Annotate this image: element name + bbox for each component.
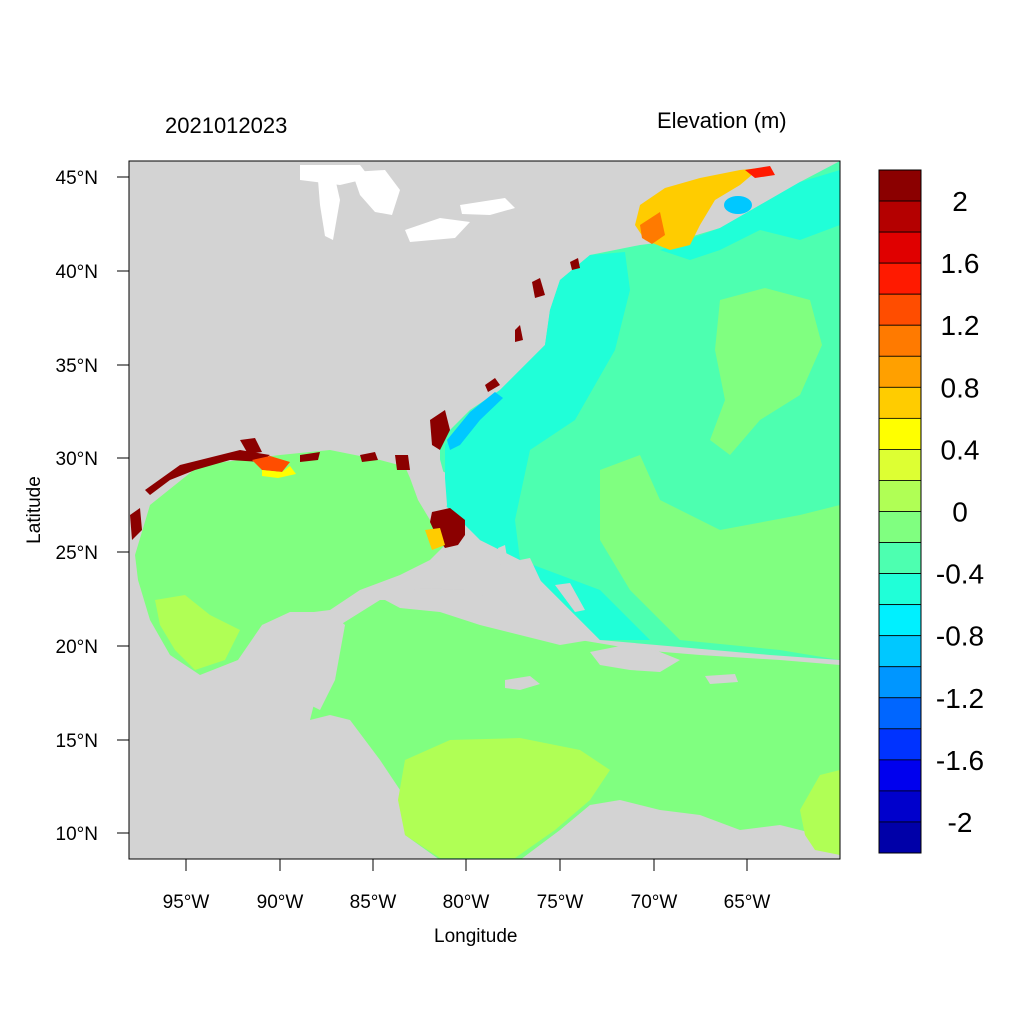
bahamas-b bbox=[520, 558, 545, 593]
gulf-patch-west bbox=[155, 595, 240, 670]
colorbar-label: 1.6 bbox=[941, 248, 980, 279]
gulf-coast-surge bbox=[130, 438, 410, 540]
variable-title: Elevation (m) bbox=[657, 108, 787, 133]
lon-tick-label: 90°W bbox=[257, 892, 304, 913]
great-lakes bbox=[300, 165, 515, 242]
colorbar-swatch bbox=[878, 449, 922, 481]
lat-tick-label: 20°N bbox=[56, 637, 98, 658]
colorbar-swatch bbox=[878, 697, 922, 730]
colorbar-label: 2 bbox=[952, 186, 968, 217]
surge-mississippi-edge bbox=[262, 466, 296, 478]
colorbar-swatch bbox=[878, 790, 922, 823]
colorbar-label: -1.2 bbox=[936, 683, 984, 714]
lat-tick-label: 15°N bbox=[56, 731, 98, 752]
surge-gulf-of-maine-core bbox=[640, 212, 665, 244]
colorbar-label: 0.8 bbox=[941, 372, 980, 403]
colorbar-label: 0 bbox=[952, 497, 968, 528]
colorbar-swatch bbox=[878, 355, 922, 388]
jamaica bbox=[505, 676, 540, 690]
colorbar-label: -1.6 bbox=[936, 745, 984, 776]
colorbar-swatch bbox=[878, 666, 922, 699]
lon-tick-label: 70°W bbox=[631, 892, 678, 913]
colorbar-swatch bbox=[878, 604, 922, 637]
low-pocket-nova-scotia bbox=[724, 196, 752, 214]
colorbar-swatch bbox=[878, 821, 922, 854]
lat-tick-label: 40°N bbox=[56, 262, 98, 283]
lon-tick-label: 85°W bbox=[350, 892, 397, 913]
lon-tick-label: 65°W bbox=[724, 892, 771, 913]
colorbar-swatch bbox=[878, 386, 922, 419]
yucatan bbox=[260, 612, 345, 710]
lat-tick-label: 25°N bbox=[56, 543, 98, 564]
lon-tick-label: 95°W bbox=[163, 892, 210, 913]
colorbar-swatch bbox=[878, 417, 922, 450]
colorbar-frame bbox=[878, 169, 922, 854]
surge-gulf-of-maine bbox=[635, 168, 760, 250]
longitude-ticks: 95°W 90°W 85°W 80°W 75°W 70°W 65°W bbox=[163, 859, 771, 913]
puerto-rico bbox=[705, 674, 738, 684]
surge-mississippi-delta bbox=[252, 456, 290, 472]
colorbar-swatch bbox=[878, 635, 922, 668]
lat-tick-label: 45°N bbox=[56, 168, 98, 189]
colorbar-swatch bbox=[878, 511, 922, 543]
low-pocket-carolinas bbox=[447, 392, 503, 450]
surge-nova-scotia bbox=[745, 166, 775, 178]
caribbean-patch-south bbox=[398, 738, 610, 858]
colorbar-swatch bbox=[878, 480, 922, 512]
east-coast-surge bbox=[430, 258, 580, 450]
colorbar-label: -0.4 bbox=[936, 559, 984, 590]
y-axis-label: Latitude bbox=[24, 476, 45, 544]
bahamas-a bbox=[498, 545, 510, 578]
colorbar-swatch bbox=[878, 324, 922, 357]
x-axis-label: Longitude bbox=[434, 926, 518, 947]
bahamas-c bbox=[555, 583, 585, 612]
colorbar-swatch bbox=[878, 200, 922, 233]
surge-tampa bbox=[425, 528, 445, 550]
colorbar-swatch bbox=[878, 293, 922, 326]
colorbar-swatch bbox=[878, 542, 922, 574]
atlantic-patch-south bbox=[600, 455, 840, 660]
colorbar-swatch bbox=[878, 262, 922, 295]
timestamp-title: 2021012023 bbox=[165, 113, 288, 138]
colorbar-label: 0.4 bbox=[941, 434, 980, 465]
colorbar-label: -2 bbox=[948, 807, 973, 838]
colorbar-swatch bbox=[878, 759, 922, 792]
lat-tick-label: 10°N bbox=[56, 824, 98, 845]
colorbar-swatch bbox=[878, 169, 922, 202]
florida-peninsula bbox=[400, 452, 447, 530]
colorbar-swatch bbox=[878, 231, 922, 264]
colorbar-label: 1.2 bbox=[941, 310, 980, 341]
colorbar-swatch bbox=[878, 728, 922, 761]
colorbar: 2 1.6 1.2 0.8 0.4 0 -0.4 -0.8 -1.2 -1.6 -2 bbox=[878, 169, 984, 854]
shelf-water bbox=[445, 252, 650, 640]
colorbar-label: -0.8 bbox=[936, 621, 984, 652]
lon-tick-label: 80°W bbox=[443, 892, 490, 913]
hispaniola bbox=[590, 646, 680, 672]
lon-tick-label: 75°W bbox=[537, 892, 584, 913]
caribbean-patch-se bbox=[800, 770, 840, 855]
atlantic-patch-east bbox=[710, 288, 822, 455]
colorbar-swatch bbox=[878, 573, 922, 606]
lat-tick-label: 35°N bbox=[56, 356, 98, 377]
cuba bbox=[385, 588, 590, 645]
lat-tick-label: 30°N bbox=[56, 449, 98, 470]
latitude-ticks: 45°N 40°N 35°N 30°N 25°N 20°N 15°N 10°N bbox=[56, 168, 129, 845]
shelf-water-north bbox=[660, 170, 840, 260]
map-panel bbox=[129, 161, 840, 859]
islands bbox=[385, 545, 738, 690]
map-frame bbox=[128, 160, 841, 860]
